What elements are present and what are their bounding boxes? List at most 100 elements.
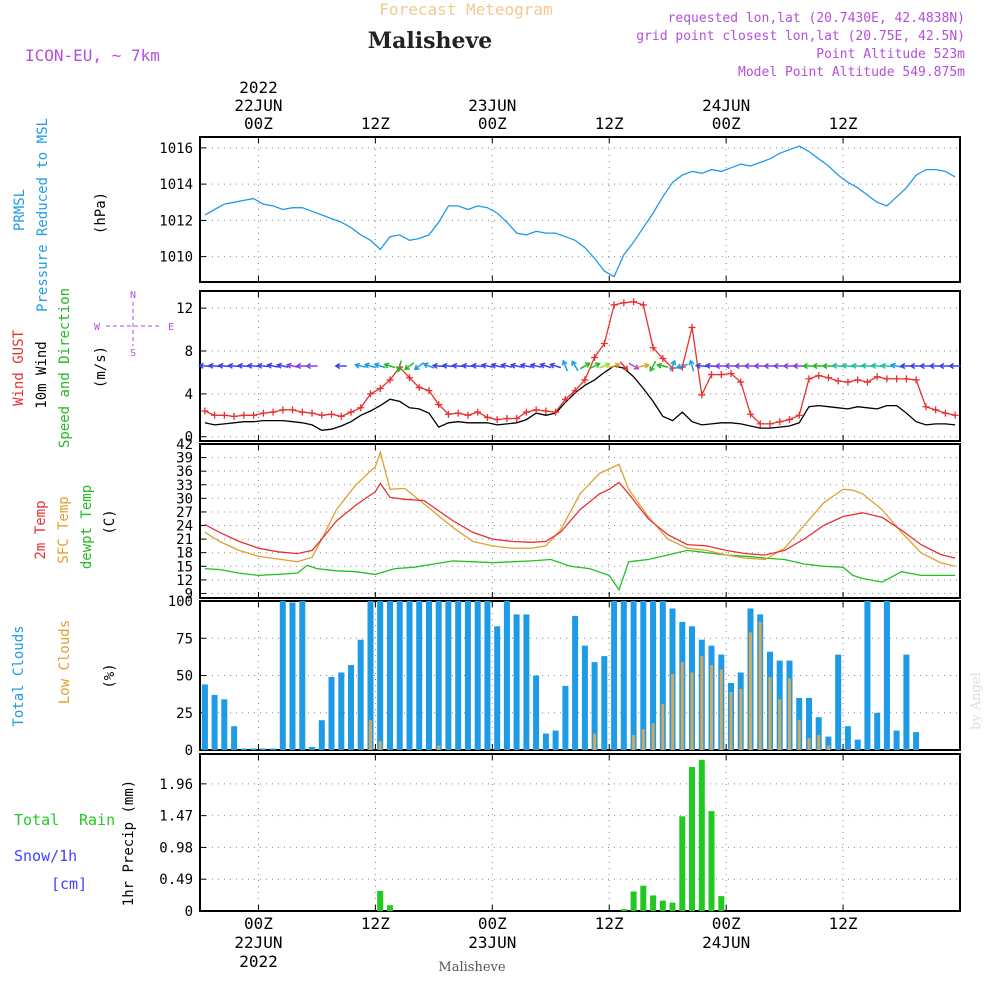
gust-marker bbox=[630, 298, 638, 306]
wind-direction-arrow bbox=[850, 362, 864, 369]
panel-4: 0 0.49 0.98 1.47 1.96 bbox=[159, 753, 961, 920]
precip-bar bbox=[659, 900, 666, 911]
panel-frame bbox=[199, 600, 961, 751]
total-cloud-bar bbox=[815, 717, 822, 750]
gust-marker bbox=[844, 378, 852, 386]
y-tick-label: 27 bbox=[176, 505, 193, 521]
wind-direction-arrow bbox=[285, 362, 299, 369]
snow-unit-label: [cm] bbox=[51, 875, 87, 893]
bottom-time-label: 12Z bbox=[829, 914, 858, 933]
dewpt-temp-line bbox=[204, 549, 956, 592]
low-cloud-bar bbox=[817, 735, 821, 750]
wind-direction-arrow bbox=[571, 360, 579, 372]
total-cloud-bar bbox=[445, 601, 452, 750]
total-cloud-bar bbox=[426, 601, 432, 750]
total-cloud-bar bbox=[533, 675, 540, 750]
total-cloud-bar bbox=[611, 601, 618, 750]
total-cloud-bar bbox=[581, 645, 588, 750]
panel-frame bbox=[199, 443, 961, 599]
gust-marker bbox=[230, 412, 238, 420]
total-cloud-bar bbox=[250, 748, 257, 750]
compass-west-label: W bbox=[94, 322, 101, 333]
gust-marker bbox=[893, 375, 901, 383]
panel-0: 1010 1012 1014 1016 bbox=[159, 136, 961, 283]
low-cloud-bar bbox=[671, 674, 675, 750]
total-cloud-bar bbox=[416, 601, 423, 750]
low-cloud-bar bbox=[729, 691, 733, 750]
gust-marker bbox=[649, 344, 657, 352]
total-cloud-bar bbox=[387, 601, 393, 750]
gust-marker bbox=[776, 418, 784, 426]
wind-direction-arrow bbox=[675, 363, 688, 370]
wind-direction-arrow bbox=[217, 362, 230, 369]
credit-watermark: by Angel bbox=[969, 672, 984, 730]
y-tick-label: 9 bbox=[185, 586, 193, 602]
gust-marker bbox=[717, 371, 725, 379]
panel-frame bbox=[199, 136, 961, 283]
panel-frame bbox=[199, 753, 961, 912]
bottom-time-label: 00Z bbox=[712, 914, 741, 933]
wind-direction-arrow bbox=[305, 362, 318, 370]
bottom-time-label: 22JUN bbox=[234, 933, 282, 952]
wind-direction-arrow bbox=[579, 362, 591, 370]
gust-marker bbox=[805, 375, 813, 383]
total-cloud-bar bbox=[484, 601, 491, 750]
precip-bar bbox=[630, 891, 637, 911]
compass-south-label: S bbox=[130, 348, 136, 359]
y-tick-label: 1016 bbox=[159, 141, 193, 157]
y-tick-label: 24 bbox=[176, 519, 193, 535]
gust-marker bbox=[795, 411, 803, 419]
wind-direction-arrow bbox=[649, 360, 657, 373]
ms-unit-label: (m/s) bbox=[93, 346, 109, 388]
gust-marker bbox=[688, 323, 696, 331]
total-cloud-bar bbox=[591, 662, 598, 750]
total-cloud-bar bbox=[348, 665, 354, 750]
precip-panel-labels: Total Rain Snow/1h [cm] 1hr Precip (mm) bbox=[14, 780, 137, 906]
gust-marker bbox=[708, 371, 716, 379]
total-cloud-bar bbox=[552, 730, 559, 750]
gust-marker bbox=[854, 376, 862, 384]
rain-label: Rain bbox=[79, 811, 115, 829]
low-cloud-bar bbox=[641, 729, 645, 750]
gust-marker bbox=[298, 408, 306, 416]
gust-marker bbox=[815, 372, 823, 380]
wind-direction-arrow bbox=[403, 362, 415, 371]
top-time-label: 22JUN bbox=[234, 96, 282, 115]
gust-marker bbox=[834, 377, 842, 385]
precip-bar bbox=[679, 816, 686, 911]
sfc-temp-label: SFC Temp bbox=[56, 496, 72, 563]
wind-direction-arrow bbox=[880, 362, 893, 369]
wind-direction-arrow bbox=[422, 362, 435, 369]
low-cloud-bar bbox=[827, 745, 830, 750]
model-altitude: Model Point Altitude 549.875m bbox=[738, 65, 965, 80]
y-tick-label: 12 bbox=[176, 573, 193, 589]
wind-direction-arrow bbox=[519, 362, 532, 369]
gust-marker bbox=[308, 409, 316, 417]
gust-marker bbox=[474, 408, 482, 416]
low-cloud-bar bbox=[632, 735, 636, 750]
low-cloud-bar bbox=[758, 621, 762, 750]
total-cloud-bar bbox=[825, 736, 832, 750]
gust-marker bbox=[698, 391, 706, 399]
wind-direction-arrow bbox=[948, 362, 961, 370]
wind-direction-label: Speed and Direction bbox=[57, 288, 73, 448]
total-cloud-bar bbox=[396, 601, 403, 750]
gust-marker bbox=[951, 411, 959, 419]
dewpt-temp-label: dewpt Temp bbox=[79, 485, 95, 569]
wind-direction-arrow bbox=[637, 362, 651, 369]
precip-bar bbox=[718, 896, 725, 911]
wind-10m-label: 10m Wind bbox=[34, 341, 50, 408]
wind-direction-arrow bbox=[549, 362, 562, 369]
pressure-msl-label: Pressure Reduced to MSL bbox=[35, 118, 51, 312]
wind-direction-arrow bbox=[628, 362, 640, 370]
total-cloud-bar bbox=[299, 601, 306, 750]
wind-direction-arrow bbox=[480, 362, 493, 369]
hpa-unit-label: (hPa) bbox=[93, 192, 109, 234]
gust-marker bbox=[737, 378, 745, 386]
bottom-time-label: 12Z bbox=[361, 914, 390, 933]
wind-direction-arrow bbox=[334, 362, 347, 370]
total-cloud-bar bbox=[455, 601, 462, 750]
wind-direction-arrow bbox=[197, 362, 211, 369]
